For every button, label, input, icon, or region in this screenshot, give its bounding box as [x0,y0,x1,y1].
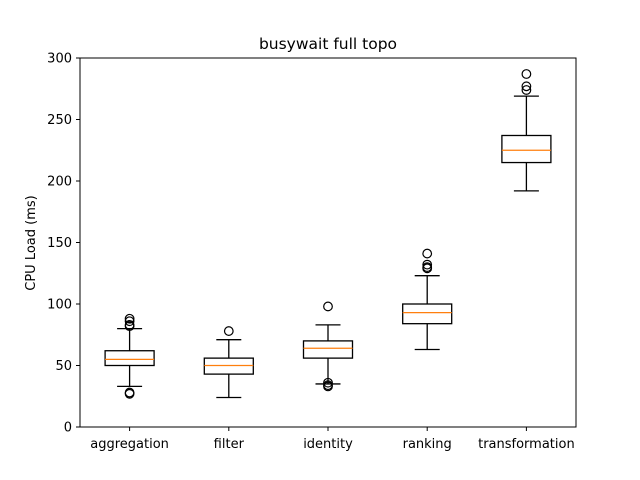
x-tick-label: filter [214,437,245,452]
y-axis-label: CPU Load (ms) [24,195,39,290]
outlier-aggregation [124,313,135,324]
y-tick-label: 150 [47,236,72,251]
x-tick-label: aggregation [90,437,169,452]
outlier-transformation [521,69,532,79]
outlier-aggregation [124,320,135,330]
outlier-aggregation [124,316,135,327]
plot-area: 0 50 100 150 200 250 300 aggregation filter ident… [47,52,577,452]
outlier-transformation [521,81,532,92]
outlier-identity [323,377,333,388]
chart-title: busywait full topo [259,35,397,53]
box-identity [302,340,354,359]
x-tick-label: identity [303,437,353,452]
outlier-ranking [422,262,433,273]
y-tick-label: 200 [47,175,72,190]
x-tick-label: transformation [478,437,575,452]
y-tick-label: 50 [55,359,72,374]
outlier-identity [323,380,333,391]
outlier-transformation [521,85,532,95]
box-ranking [402,303,453,325]
y-tick-label: 100 [47,298,72,313]
box-aggregation [104,350,155,367]
outlier-filter [223,326,234,336]
x-tick-label: ranking [403,437,452,452]
y-tick-label: 0 [64,421,72,436]
outlier-ranking [422,248,433,259]
box-transformation [501,134,552,164]
outlier-ranking [422,259,433,270]
outlier-identity [323,301,333,312]
y-tick-label: 300 [47,52,72,67]
y-tick-label: 250 [47,113,72,128]
outlier-aggregation [124,387,135,398]
